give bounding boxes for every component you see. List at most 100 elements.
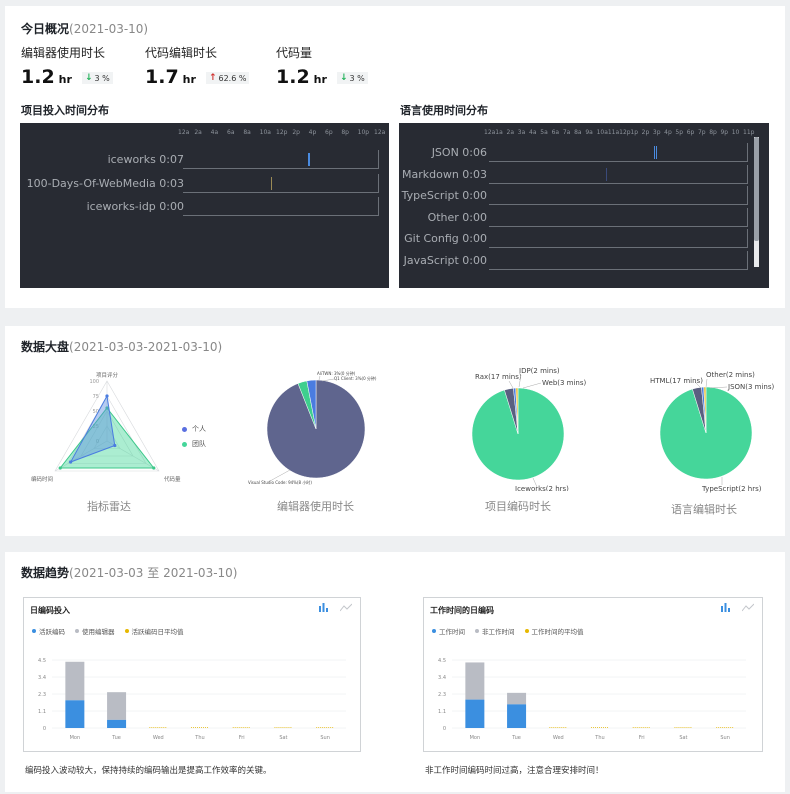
timeline-row[interactable]: Other 0:00 (399, 207, 769, 229)
timeline-row[interactable]: 100-Days-Of-WebMedia 0:03 (20, 173, 389, 195)
timeline-tick-label: 8p (709, 129, 717, 136)
trend-bar-total (107, 692, 127, 720)
radar-grid-ring (54, 380, 160, 472)
trend-x-tick: Thu (194, 735, 204, 741)
timeline-row[interactable]: JSON 0:06 (399, 143, 769, 164)
pie-label-leader (518, 374, 522, 388)
timeline-row-label: TypeScript 0:00 (401, 189, 487, 202)
pie-label-leader (709, 386, 728, 389)
trend-x-tick: Sun (720, 735, 730, 741)
radar-tick-label: 0 (96, 439, 99, 445)
project-time-pie: Iceworks(2 hrs) Rax(17 mins)IDP(2 mins) We… (471, 367, 587, 491)
metric-change-badge: ↓ 3 % (336, 72, 368, 84)
radar-axis-label: 项目评分 (96, 371, 119, 379)
project-timeline: 12a 2a 4a 6a 8a 10a 12p 2p 4p 6p 8p 10p 12a iceworks … (20, 123, 389, 288)
line-chart-icon[interactable] (742, 603, 754, 612)
pie-label-leader (532, 477, 538, 488)
timeline-tick-label: 1a (495, 129, 503, 136)
timeline-tick-label: 4a (210, 129, 219, 136)
daily-coding-note: 编码投入波动较大，保持持续的编码输出是提高工作效率的关键。 (25, 766, 272, 776)
timeline-row[interactable]: JavaScript 0:00 (399, 250, 769, 272)
timeline-tick-label: 1p (630, 129, 639, 136)
radar-tick-label: 25 (93, 424, 99, 430)
metric-value: 1.2 (21, 66, 55, 88)
timeline-tick-label: 9a (585, 129, 593, 136)
trend-x-tick: Mon (470, 735, 481, 741)
timeline-tick-label: 8a (574, 129, 582, 136)
legend-item[interactable]: 工作时间的平均值 (524, 626, 584, 636)
work-time-bars: 4.5 3.4 2.3 1.1 0 Mon Tue Wed Thu Fri Sat Sun (438, 658, 746, 741)
overview-date: (2021-03-10) (69, 22, 149, 36)
timeline-tick-label: 12a (178, 129, 190, 136)
radar-legend-personal[interactable]: 个人 (182, 424, 206, 434)
timeline-row[interactable]: Markdown 0:03 (399, 164, 769, 186)
dashboard-title: 数据大盘(2021-03-03-2021-03-10) (21, 338, 222, 355)
timeline-tick-label: 3a (517, 129, 526, 136)
timeline-row-label: iceworks 0:07 (107, 153, 184, 166)
timeline-row[interactable]: iceworks 0:07 (20, 150, 389, 171)
timeline-tick-label: 7p (697, 129, 706, 136)
legend-item[interactable]: 工作时间 (432, 626, 465, 636)
trend-x-tick: Sat (279, 735, 287, 741)
dashboard-card: 数据大盘(2021-03-03-2021-03-10) 100 75 50 25 0 项目… (5, 326, 785, 536)
timeline-row-track (183, 197, 379, 216)
timeline-tick-label: 10a (259, 129, 271, 136)
metric-value: 1.7 (145, 66, 179, 88)
timeline-row-track (489, 207, 748, 227)
timeline-row-track (489, 164, 748, 184)
timeline-activity-mark (605, 167, 607, 181)
chart-title: 工作时间的日编码 (430, 606, 494, 615)
trend-x-tick: Thu (594, 735, 604, 741)
trend-y-tick: 3.4 (438, 675, 446, 681)
pie-slice-label: Visual Studio Code: 94%(8 小时) (248, 479, 312, 485)
metric-unit: hr (313, 73, 327, 86)
timeline-scrollbar-track[interactable] (754, 137, 759, 267)
timeline-row-track (183, 173, 379, 193)
pie-slice (703, 386, 707, 434)
legend-item[interactable]: 活跃编码日平均值 (124, 626, 184, 636)
arrow-down-icon: ↓ (339, 73, 348, 83)
timeline-tick-label: 2p (292, 129, 300, 136)
timeline-tick-label: 2p (641, 129, 650, 136)
timeline-row[interactable]: iceworks-idp 0:00 (20, 197, 389, 218)
radar-tick-label: 100 (89, 379, 99, 385)
arrow-down-icon: ↓ (84, 73, 93, 83)
radar-axis-line (54, 440, 108, 472)
project-time-caption: 项目编码时长 (485, 500, 551, 513)
timeline-activity-mark (655, 146, 657, 159)
language-dist-title: 语言使用时间分布 (400, 104, 488, 117)
timeline-ticks: 12a 1a 2a 3a 4a 5a 6a 7a 8a 9a 10a 11a 12p 1p 2p 3p 4p 5p… (399, 123, 769, 137)
editor-time-caption: 编辑器使用时长 (277, 500, 354, 513)
timeline-scrollbar-thumb[interactable] (754, 137, 759, 241)
legend-item[interactable]: 使用编辑器 (75, 626, 115, 636)
trend-date: (2021-03-03 至 2021-03-10) (69, 566, 238, 580)
line-chart-icon[interactable] (340, 603, 352, 612)
radar-grid-ring (67, 395, 147, 464)
legend-item[interactable]: 非工作时间 (475, 626, 515, 636)
timeline-row-track (489, 143, 748, 162)
bar-chart-icon[interactable] (721, 603, 730, 612)
trend-x-tick: Sun (320, 735, 330, 741)
trend-bar-active (465, 699, 485, 728)
timeline-row-track (489, 250, 748, 270)
radar-legend-team[interactable]: 团队 (182, 439, 206, 449)
trend-x-tick: Wed (553, 735, 564, 741)
timeline-row[interactable]: TypeScript 0:00 (399, 186, 769, 207)
radar-personal-area-point (69, 460, 73, 464)
trend-y-tick: 1.1 (38, 709, 46, 715)
radar-personal-area-point (105, 394, 109, 398)
metric-code-edit-time: 代码编辑时长 1.7 hr ↑ 62.6 % (145, 44, 250, 88)
timeline-tick-label: 3p (652, 129, 661, 136)
radar-personal-area-point (113, 443, 117, 448)
legend-item[interactable]: 活跃编码 (32, 626, 65, 636)
trend-y-tick: 4.5 (438, 658, 446, 664)
bar-chart-icon[interactable] (319, 603, 328, 612)
trend-x-tick: Sat (679, 735, 687, 741)
timeline-tick-label: 12p (619, 129, 631, 136)
timeline-row[interactable]: Git Config 0:00 (399, 229, 769, 250)
timeline-tick-label: 10 (731, 129, 740, 136)
trend-bar-total (507, 692, 527, 705)
timeline-tick-label: 6a (551, 129, 560, 136)
timeline-tick-label: 9p (720, 129, 729, 136)
metric-label: 代码量 (276, 46, 313, 60)
